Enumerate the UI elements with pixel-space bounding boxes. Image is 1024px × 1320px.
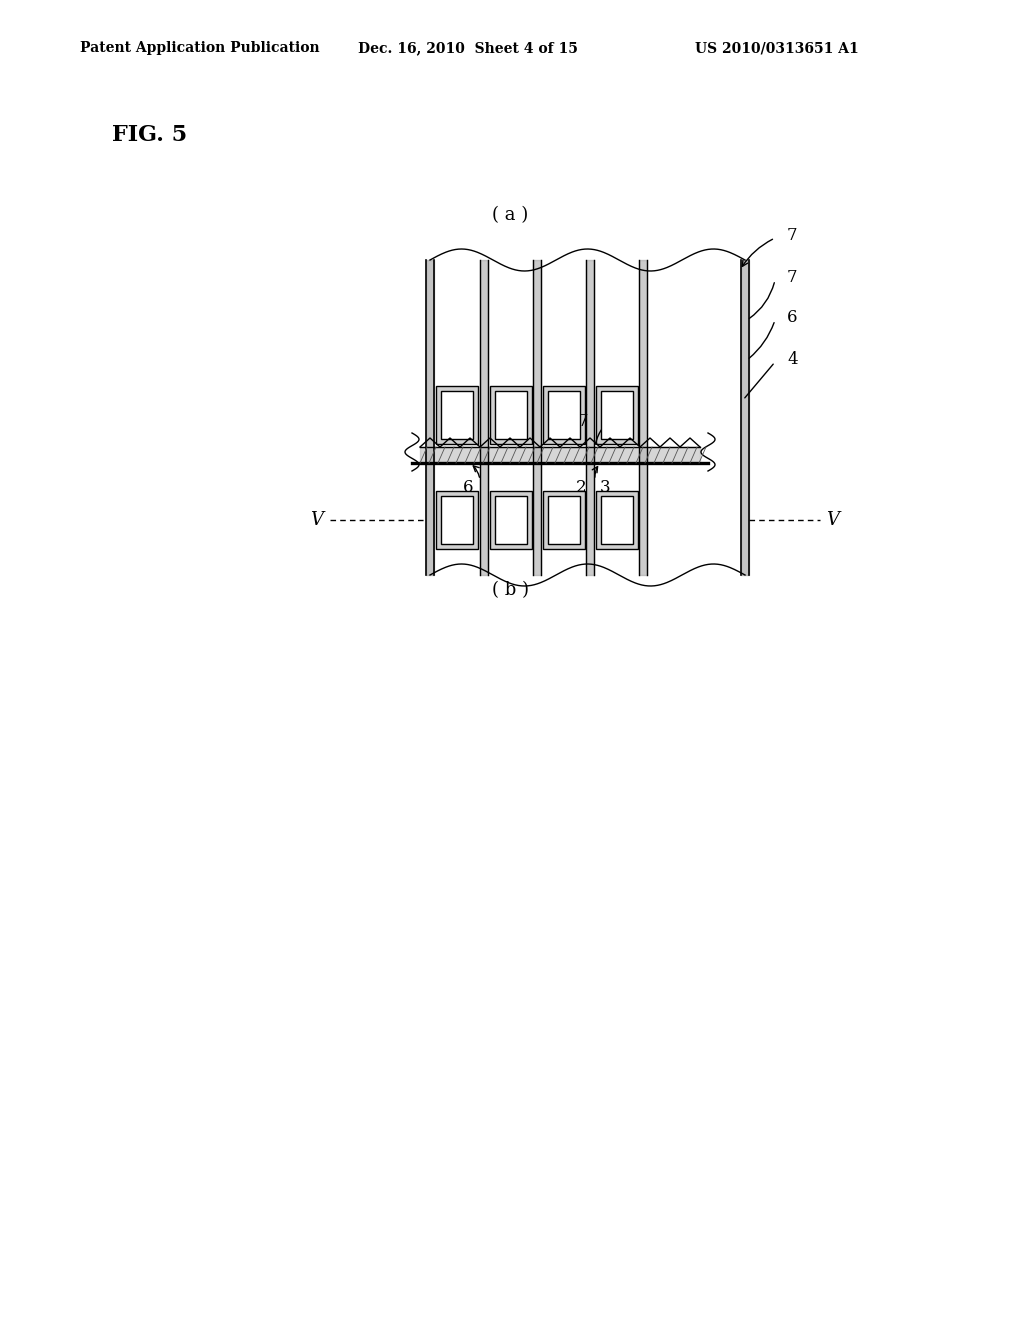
Text: ( b ): ( b ) bbox=[492, 581, 528, 599]
Bar bbox=[543, 385, 585, 444]
Bar bbox=[495, 391, 526, 440]
Bar bbox=[596, 385, 638, 444]
Bar bbox=[596, 491, 638, 549]
Bar bbox=[548, 496, 580, 544]
Text: V: V bbox=[310, 511, 324, 529]
Text: 6: 6 bbox=[787, 309, 798, 326]
Bar bbox=[489, 385, 531, 444]
Bar bbox=[441, 496, 473, 544]
Bar bbox=[489, 491, 531, 549]
Text: US 2010/0313651 A1: US 2010/0313651 A1 bbox=[695, 41, 859, 55]
Text: 4: 4 bbox=[787, 351, 798, 367]
Bar bbox=[548, 391, 580, 440]
Bar bbox=[600, 496, 633, 544]
Bar bbox=[543, 491, 585, 549]
Text: 3: 3 bbox=[600, 479, 610, 495]
Text: 7: 7 bbox=[578, 413, 589, 430]
Bar bbox=[436, 491, 478, 549]
Text: 4: 4 bbox=[614, 413, 625, 430]
Text: 6: 6 bbox=[463, 479, 473, 495]
Text: Dec. 16, 2010  Sheet 4 of 15: Dec. 16, 2010 Sheet 4 of 15 bbox=[358, 41, 578, 55]
Text: FIG. 5: FIG. 5 bbox=[112, 124, 187, 147]
Text: ( a ): ( a ) bbox=[492, 206, 528, 224]
Bar bbox=[600, 391, 633, 440]
Text: V: V bbox=[826, 511, 840, 529]
Text: Patent Application Publication: Patent Application Publication bbox=[80, 41, 319, 55]
Bar bbox=[441, 391, 473, 440]
Text: 2: 2 bbox=[575, 479, 586, 495]
Text: 7: 7 bbox=[787, 227, 798, 243]
Bar bbox=[436, 385, 478, 444]
Bar bbox=[495, 496, 526, 544]
Text: 7: 7 bbox=[787, 268, 798, 285]
